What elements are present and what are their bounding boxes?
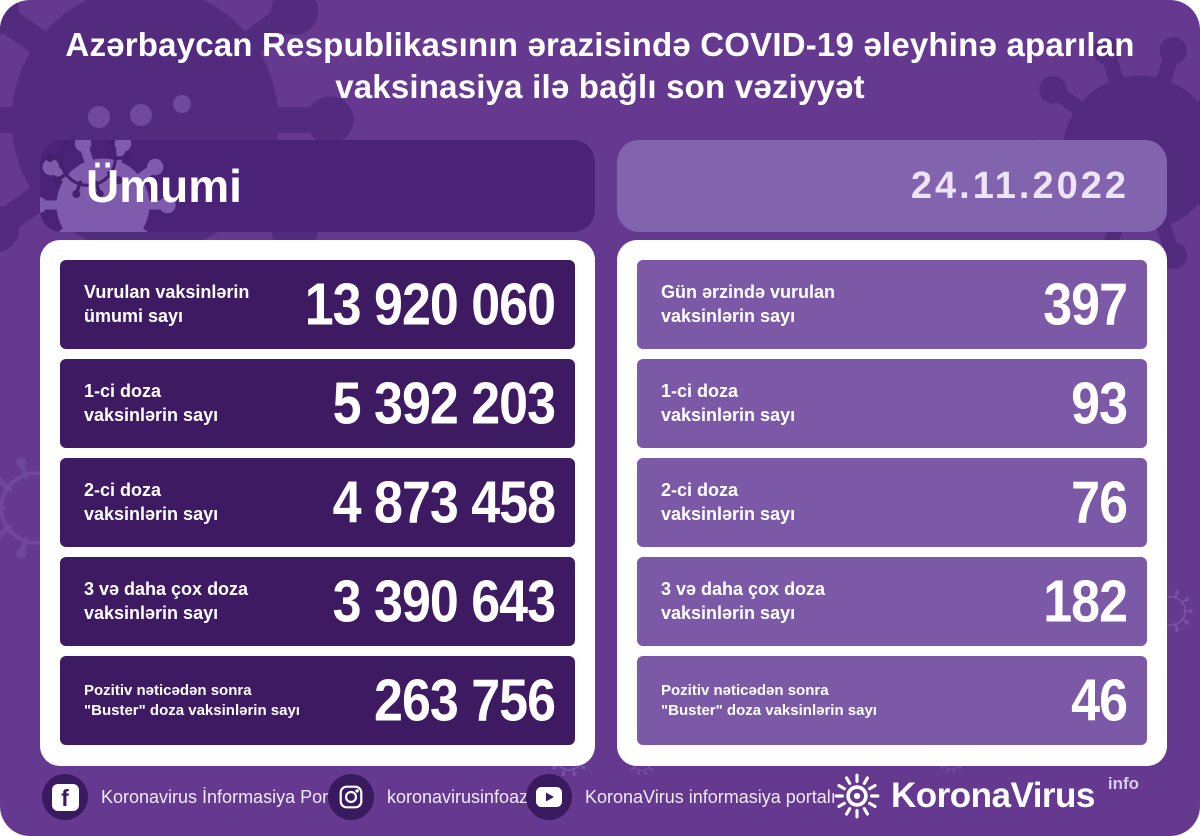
stat-row-dose1-total: 1-ci doza vaksinlərin sayı 5 392 203 bbox=[60, 359, 575, 448]
title-line-2: vaksinasiya ilə bağlı son vəziyyət bbox=[335, 68, 865, 106]
stat-label: 3 və daha çox doza vaksinlərin sayı bbox=[661, 578, 825, 625]
stat-value: 76 bbox=[1071, 469, 1128, 536]
stat-value: 46 bbox=[1071, 667, 1128, 734]
stat-row-total-vaccines: Vurulan vaksinlərin ümumi sayı 13 920 06… bbox=[60, 260, 575, 349]
stat-row-dose2-total: 2-ci doza vaksinlərin sayı 4 873 458 bbox=[60, 458, 575, 547]
stat-label-line1: Gün ərzində vurulan bbox=[661, 282, 836, 303]
logo-text: KoronaVirus bbox=[891, 776, 1095, 815]
stat-label: Pozitiv nəticədən sonra "Buster" doza va… bbox=[84, 681, 300, 720]
stat-label-line1: Vurulan vaksinlərin bbox=[84, 282, 250, 303]
stat-label-line1: 2-ci doza bbox=[84, 480, 162, 501]
daily-panel: 24.11.2022 Gün ərzində vurulan vaksinlər… bbox=[617, 140, 1167, 766]
stat-value: 4 873 458 bbox=[332, 469, 556, 536]
stat-label-line2: vaksinlərin sayı bbox=[661, 503, 796, 524]
youtube-icon bbox=[526, 774, 572, 820]
youtube-link[interactable]: KoronaVirus informasiya portalı bbox=[526, 774, 836, 820]
instagram-label: koronavirusinfoaz bbox=[387, 786, 529, 807]
instagram-link[interactable]: koronavirusinfoaz bbox=[328, 774, 528, 820]
stat-label: Vurulan vaksinlərin ümumi sayı bbox=[84, 281, 249, 328]
stat-row-dose3-daily: 3 və daha çox doza vaksinlərin sayı 182 bbox=[637, 557, 1147, 646]
stat-label-line2: ümumi sayı bbox=[84, 305, 184, 326]
stat-label-line2: vaksinlərin sayı bbox=[84, 503, 219, 524]
stat-label-line1: Pozitiv nəticədən sonra bbox=[661, 682, 829, 699]
stat-label: Pozitiv nəticədən sonra "Buster" doza va… bbox=[661, 681, 877, 720]
stat-value: 182 bbox=[1043, 568, 1128, 635]
stat-label-line1: 3 və daha çox doza bbox=[661, 579, 826, 600]
totals-header: Ümumi bbox=[40, 140, 595, 232]
stat-label-line1: 1-ci doza bbox=[661, 381, 739, 402]
stat-label-line2: vaksinlərin sayı bbox=[661, 404, 796, 425]
totals-header-label: Ümumi bbox=[86, 160, 242, 212]
stat-label-line1: 3 və daha çox doza bbox=[84, 579, 249, 600]
stat-row-buster-daily: Pozitiv nəticədən sonra "Buster" doza va… bbox=[637, 656, 1147, 745]
stat-label: 3 və daha çox doza vaksinlərin sayı bbox=[84, 578, 248, 625]
stat-label-line1: 2-ci doza bbox=[661, 480, 739, 501]
stat-row-dose1-daily: 1-ci doza vaksinlərin sayı 93 bbox=[637, 359, 1147, 448]
virus-sun-icon bbox=[834, 773, 880, 819]
stat-label-line2: vaksinlərin sayı bbox=[661, 305, 796, 326]
facebook-icon: f bbox=[42, 774, 88, 820]
stat-row-dose3-total: 3 və daha çox doza vaksinlərin sayı 3 39… bbox=[60, 557, 575, 646]
stat-label-line2: "Buster" doza vaksinlərin sayı bbox=[84, 701, 300, 719]
stat-label-line1: Pozitiv nəticədən sonra bbox=[84, 682, 252, 699]
facebook-label: Koronavirus İnformasiya Portalı bbox=[101, 786, 353, 807]
stat-value: 3 390 643 bbox=[332, 568, 556, 635]
page-title: Azərbaycan Respublikasının ərazisində CO… bbox=[0, 24, 1200, 108]
totals-body: Vurulan vaksinlərin ümumi sayı 13 920 06… bbox=[40, 240, 595, 766]
stat-label-line2: vaksinlərin sayı bbox=[84, 404, 219, 425]
stat-label: 1-ci doza vaksinlərin sayı bbox=[84, 380, 218, 427]
totals-panel: Ümumi Vurulan vaksinlərin ümumi sayı 13 … bbox=[40, 140, 595, 766]
stat-row-buster-total: Pozitiv nəticədən sonra "Buster" doza va… bbox=[60, 656, 575, 745]
logo-sup: info bbox=[1107, 774, 1140, 793]
stat-label-line2: vaksinlərin sayı bbox=[661, 602, 796, 623]
youtube-label: KoronaVirus informasiya portalı bbox=[585, 786, 836, 807]
stat-label: 2-ci doza vaksinlərin sayı bbox=[661, 479, 795, 526]
stat-value: 13 920 060 bbox=[304, 271, 556, 338]
stat-value: 263 756 bbox=[374, 667, 556, 734]
facebook-link[interactable]: f Koronavirus İnformasiya Portalı bbox=[42, 774, 352, 820]
stat-row-daily-total: Gün ərzində vurulan vaksinlərin sayı 397 bbox=[637, 260, 1147, 349]
stat-label: 2-ci doza vaksinlərin sayı bbox=[84, 479, 218, 526]
virus-dot bbox=[88, 106, 110, 128]
stat-row-dose2-daily: 2-ci doza vaksinlərin sayı 76 bbox=[637, 458, 1147, 547]
daily-header: 24.11.2022 bbox=[617, 140, 1167, 232]
stat-label-line2: vaksinlərin sayı bbox=[84, 602, 219, 623]
title-line-1: Azərbaycan Respublikasının ərazisində CO… bbox=[65, 26, 1135, 63]
stat-label-line2: "Buster" doza vaksinlərin sayı bbox=[661, 701, 877, 719]
stat-value: 397 bbox=[1043, 271, 1128, 338]
daily-body: Gün ərzində vurulan vaksinlərin sayı 397… bbox=[617, 240, 1167, 766]
stat-label: Gün ərzində vurulan vaksinlərin sayı bbox=[661, 281, 835, 328]
stat-value: 5 392 203 bbox=[332, 370, 556, 437]
koronavirus-logo: KoronaVirus info bbox=[833, 772, 1139, 820]
stat-value: 93 bbox=[1071, 370, 1128, 437]
stat-label-line1: 1-ci doza bbox=[84, 381, 162, 402]
date-label: 24.11.2022 bbox=[910, 164, 1129, 207]
stat-label: 1-ci doza vaksinlərin sayı bbox=[661, 380, 795, 427]
instagram-icon bbox=[328, 774, 374, 820]
